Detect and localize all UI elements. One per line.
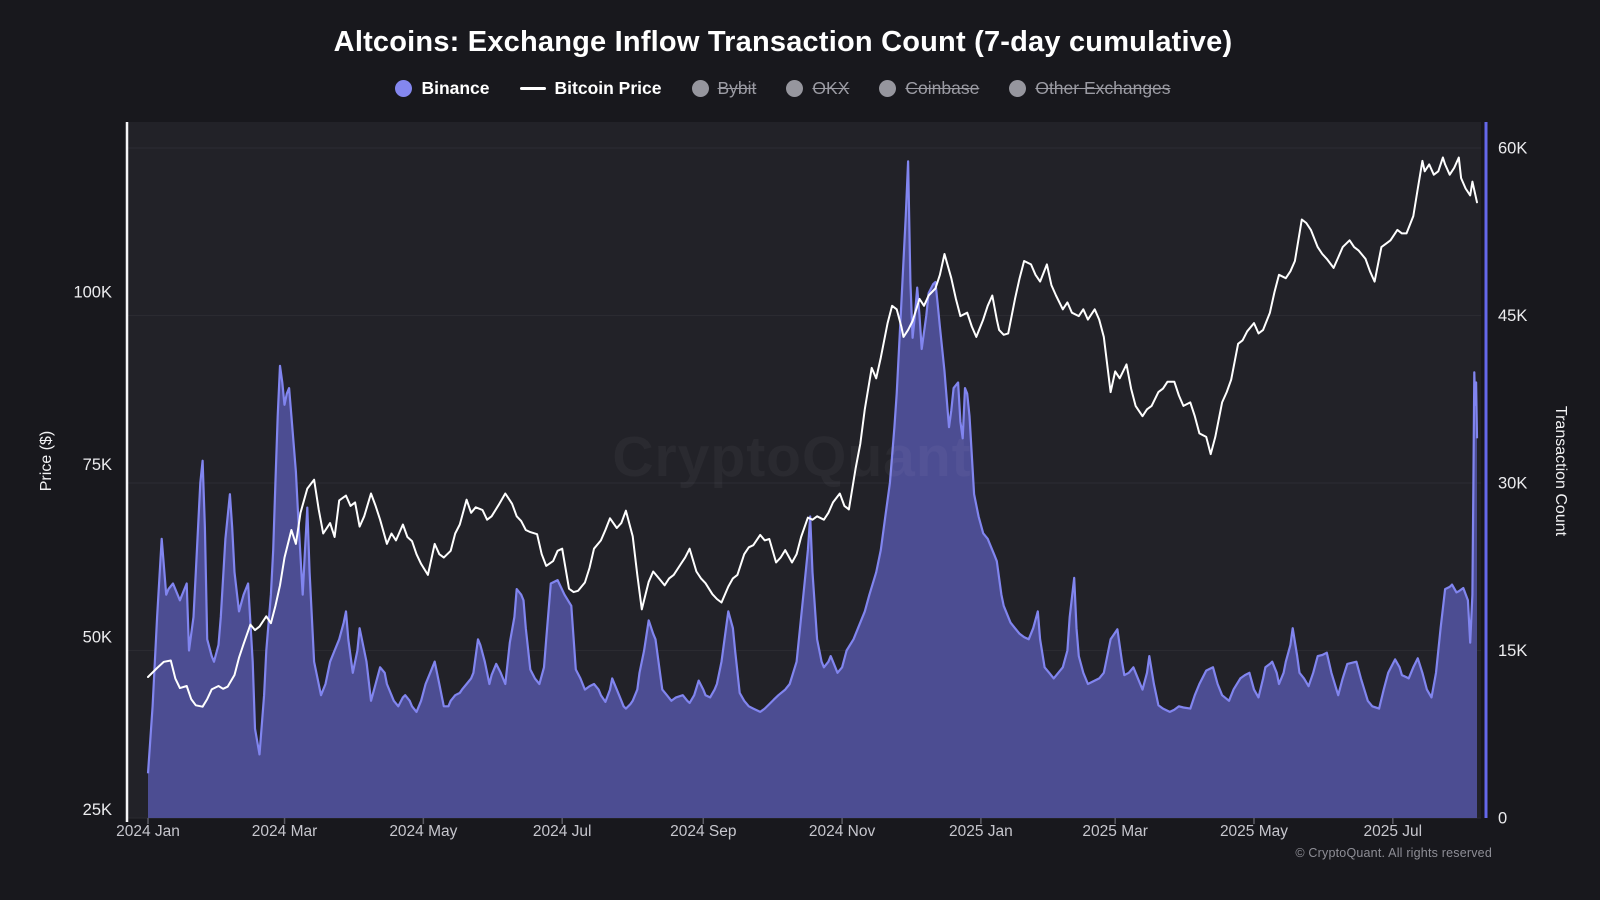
x-tick-label: 2024 Mar (252, 823, 317, 840)
legend-label-bitcoin-price: Bitcoin Price (554, 77, 662, 98)
other-exchanges-dot-marker (1009, 79, 1027, 97)
chart-legend: Binance Bitcoin Price Bybit OKX Coinbase Othe… (0, 74, 1566, 102)
legend-label-coinbase: Coinbase (905, 77, 980, 98)
y-left-axis-title: Price ($) (38, 430, 55, 492)
legend-item-bybit[interactable]: Bybit (691, 77, 757, 99)
x-tick-label: 2025 Jan (949, 823, 1013, 840)
y-left-tick-label: 50K (83, 629, 112, 647)
legend-item-okx[interactable]: OKX (786, 78, 849, 99)
y-left-tick-label: 100K (73, 284, 112, 302)
x-tick-label: 2024 Sep (670, 823, 736, 840)
coinbase-dot-marker (879, 79, 897, 97)
y-left-tick-label: 75K (83, 456, 112, 474)
okx-dot-marker (786, 79, 804, 97)
x-tick-label: 2024 May (389, 823, 457, 840)
y-right-tick-label: 60K (1498, 140, 1527, 158)
legend-label-other-exchanges: Other Exchanges (1035, 77, 1171, 98)
page-title: Altcoins: Exchange Inflow Transaction Co… (333, 26, 1233, 58)
x-tick-label: 2025 Jul (1363, 823, 1422, 840)
x-tick-label: 2024 Nov (809, 823, 876, 840)
bitcoin-price-line-marker (519, 86, 546, 90)
y-left-tick-label: 25K (83, 801, 112, 819)
binance-area (148, 161, 1477, 818)
x-tick-label: 2024 Jul (533, 823, 592, 840)
bybit-dot-marker (691, 79, 709, 97)
y-right-axis-title: Transaction Count (1552, 405, 1569, 537)
legend-item-other-exchanges[interactable]: Other Exchanges (1009, 77, 1171, 99)
binance-dot-marker (395, 79, 413, 97)
legend-label-okx: OKX (812, 77, 850, 98)
y-right-tick-label: 0 (1498, 810, 1507, 828)
bitcoin-price-line (147, 156, 1478, 708)
binance-area-outline (146, 160, 1479, 774)
legend-item-binance[interactable]: Binance (395, 77, 490, 99)
y-right-tick-label: 45K (1498, 307, 1527, 325)
legend-item-coinbase[interactable]: Coinbase (879, 78, 979, 99)
x-tick-label: 2025 May (1220, 823, 1288, 840)
copyright-notice: © CryptoQuant. All rights reserved (1295, 846, 1492, 860)
legend-item-bitcoin-price[interactable]: Bitcoin Price (519, 77, 662, 99)
x-tick-label: 2024 Jan (116, 823, 180, 840)
y-right-tick-label: 15K (1498, 642, 1527, 660)
legend-label-bybit: Bybit (717, 77, 757, 98)
y-right-tick-label: 30K (1498, 475, 1527, 493)
legend-label-binance: Binance (421, 77, 490, 98)
x-tick-label: 2025 Mar (1082, 823, 1147, 840)
